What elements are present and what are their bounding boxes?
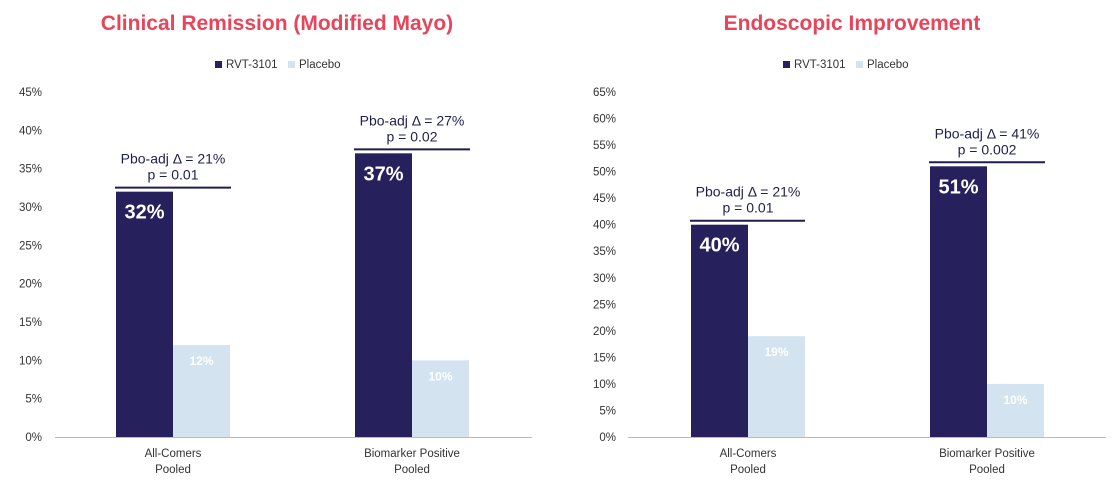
chart2-ytick-label: 50% — [593, 167, 616, 179]
chart2-ytick-label: 40% — [593, 220, 616, 232]
chart1-legend-swatch-rvt — [215, 61, 222, 68]
chart1-legend-label-rvt: RVT-3101 — [226, 59, 278, 71]
chart2-ytick-label: 35% — [593, 246, 616, 258]
chart1-value-label-placebo-1: 12% — [189, 354, 213, 368]
chart1-category-label-1-line2: Pooled — [155, 464, 191, 476]
chart2-ytick-label: 15% — [593, 352, 616, 364]
chart1-ytick-label: 40% — [19, 125, 42, 137]
chart1-value-label-rvt-1: 32% — [124, 202, 164, 224]
chart1-ytick-label: 5% — [25, 394, 42, 406]
chart1-bar-placebo-2 — [412, 360, 469, 437]
chart2-ytick-label: 10% — [593, 379, 616, 391]
chart2-category-label-2-line1: Biomarker Positive — [939, 448, 1035, 460]
chart2-bar-placebo-1 — [748, 336, 805, 437]
chart1-annotation-delta-2: Pbo-adj Δ = 27% — [360, 112, 465, 128]
chart1-ytick-label: 25% — [19, 240, 42, 252]
chart1-category-label-2-line2: Pooled — [394, 464, 430, 476]
chart2-category-label-1-line2: Pooled — [730, 464, 766, 476]
chart1-category-label-1-line1: All-Comers — [145, 448, 202, 460]
chart2-annotation-pvalue-2: p = 0.002 — [958, 141, 1017, 157]
chart2-ytick-label: 0% — [599, 432, 616, 444]
chart2-value-label-rvt-1: 40% — [699, 235, 739, 257]
chart2-value-label-rvt-2: 51% — [938, 176, 978, 198]
chart2-category-label-2-line2: Pooled — [969, 464, 1005, 476]
chart1-ytick-label: 15% — [19, 317, 42, 329]
chart2-ytick-label: 45% — [593, 193, 616, 205]
chart1-annotation-pvalue-2: p = 0.02 — [387, 128, 438, 144]
chart2-legend-label-placebo: Placebo — [867, 59, 909, 71]
chart2-legend-swatch-rvt — [783, 61, 790, 68]
chart2-ytick-label: 65% — [593, 87, 616, 99]
chart1-ytick-label: 20% — [19, 279, 42, 291]
chart1-ytick-label: 35% — [19, 164, 42, 176]
chart2-ytick-label: 55% — [593, 140, 616, 152]
chart2-value-label-placebo-1: 19% — [764, 345, 788, 359]
chart2-ytick-label: 30% — [593, 273, 616, 285]
chart2-ytick-label: 60% — [593, 114, 616, 126]
chart2-ytick-label: 25% — [593, 299, 616, 311]
chart2-annotation-delta-2: Pbo-adj Δ = 41% — [935, 125, 1040, 141]
chart2-legend-label-rvt: RVT-3101 — [794, 59, 846, 71]
chart1-bar-rvt-1 — [116, 191, 173, 437]
chart1-legend-label-placebo: Placebo — [299, 59, 341, 71]
chart2-annotation-delta-1: Pbo-adj Δ = 21% — [696, 184, 801, 200]
chart1-bar-rvt-2 — [355, 153, 412, 438]
chart1-ytick-label: 30% — [19, 202, 42, 214]
chart1-ytick-label: 10% — [19, 355, 42, 367]
chart2-value-label-placebo-2: 10% — [1003, 393, 1027, 407]
chart1-category-label-2-line1: Biomarker Positive — [364, 448, 460, 460]
chart1-value-label-rvt-2: 37% — [363, 163, 403, 185]
chart1-ytick-label: 0% — [25, 432, 42, 444]
chart2-title: Endoscopic Improvement — [724, 12, 981, 35]
chart2-bar-rvt-2 — [930, 166, 987, 438]
chart1-annotation-delta-1: Pbo-adj Δ = 21% — [121, 151, 226, 167]
chart2-bar-rvt-1 — [691, 224, 748, 437]
chart1-legend-swatch-placebo — [288, 61, 295, 68]
chart1-bar-placebo-1 — [173, 345, 230, 437]
chart2-category-label-1-line1: All-Comers — [720, 448, 777, 460]
chart2-annotation-pvalue-1: p = 0.01 — [723, 200, 774, 216]
chart1-value-label-placebo-2: 10% — [428, 369, 452, 383]
chart1-ytick-label: 45% — [19, 87, 42, 99]
chart2-bar-placebo-2 — [987, 383, 1044, 437]
chart1-annotation-pvalue-1: p = 0.01 — [148, 167, 199, 183]
chart2-ytick-label: 20% — [593, 326, 616, 338]
chart2-legend-swatch-placebo — [856, 61, 863, 68]
chart1-title: Clinical Remission (Modified Mayo) — [101, 12, 453, 35]
chart2-ytick-label: 5% — [599, 405, 616, 417]
